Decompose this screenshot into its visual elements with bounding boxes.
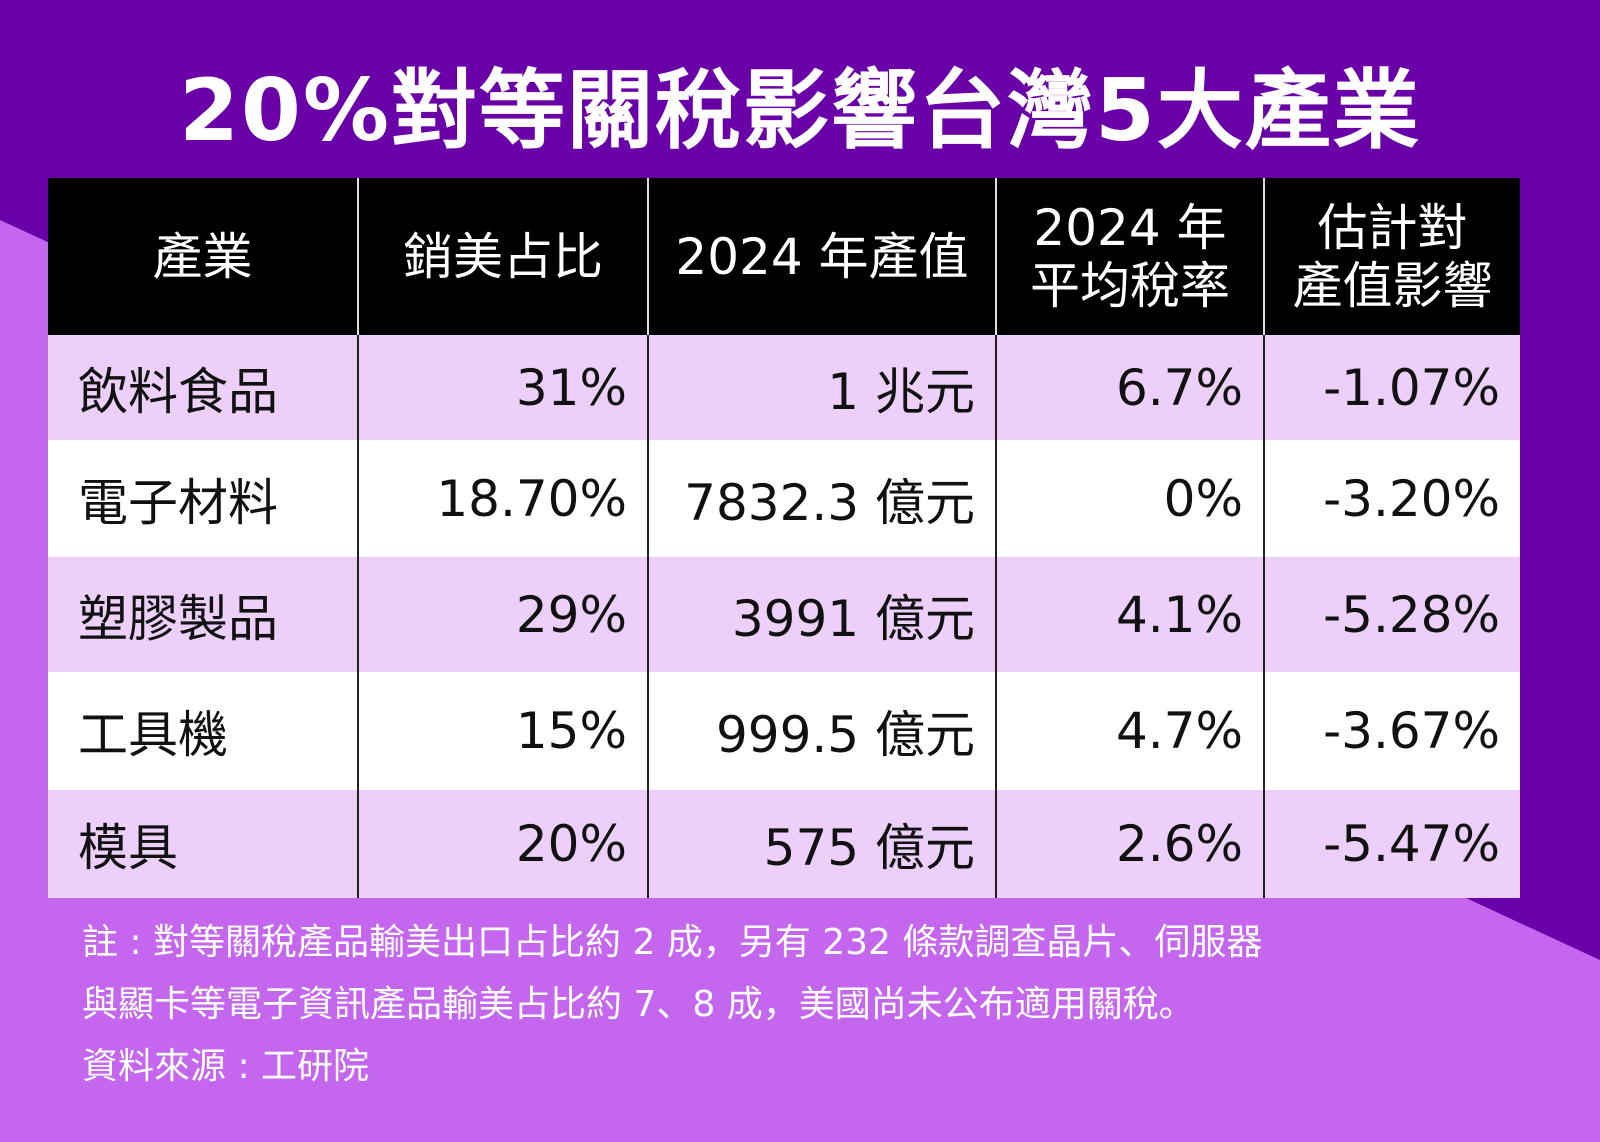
value-cell: -3.20% bbox=[1263, 440, 1520, 557]
column-header: 2024 年產值 bbox=[647, 178, 996, 335]
column-header: 2024 年平均稅率 bbox=[995, 178, 1264, 335]
value-cell: 6.7% bbox=[995, 335, 1264, 440]
value-cell: 31% bbox=[357, 335, 648, 440]
industry-cell: 飲料食品 bbox=[48, 335, 358, 440]
source-line: 資料來源 : 工研院 bbox=[82, 1046, 370, 1087]
value-cell: 18.70% bbox=[357, 440, 648, 557]
value-cell: 999.5 億元 bbox=[647, 672, 996, 790]
value-cell: 15% bbox=[357, 672, 648, 790]
industry-cell: 塑膠製品 bbox=[48, 557, 358, 672]
note-line: 與顯卡等電子資訊產品輸美占比約 7、8 成，美國尚未公布適用關稅。 bbox=[82, 984, 1195, 1025]
value-cell: 20% bbox=[357, 790, 648, 898]
table-row: 工具機 15% 999.5 億元 4.7% -3.67% bbox=[48, 672, 1520, 790]
note-line: 註 : 對等關稅產品輸美出口占比約 2 成，另有 232 條款調查晶片、伺服器 bbox=[82, 922, 1263, 963]
value-cell: 2.6% bbox=[995, 790, 1264, 898]
value-cell: 0% bbox=[995, 440, 1264, 557]
table-header: 產業 銷美占比 2024 年產值 2024 年平均稅率 估計對 產值影響 bbox=[48, 178, 1520, 335]
industry-cell: 工具機 bbox=[48, 672, 358, 790]
table-row: 塑膠製品 29% 3991 億元 4.1% -5.28% bbox=[48, 557, 1520, 672]
page-title: 20%對等關稅影響台灣5大產業 bbox=[179, 61, 1421, 161]
industry-cell: 模具 bbox=[48, 790, 358, 898]
table-row: 電子材料 18.70% 7832.3 億元 0% -3.20% bbox=[48, 440, 1520, 557]
value-cell: -3.67% bbox=[1263, 672, 1520, 790]
value-cell: 4.7% bbox=[995, 672, 1264, 790]
value-cell: -5.28% bbox=[1263, 557, 1520, 672]
data-table: 產業 銷美占比 2024 年產值 2024 年平均稅率 估計對 產值影響 飲料食品 31% 1… bbox=[48, 178, 1520, 898]
footnote: 註 : 對等關稅產品輸美出口占比約 2 成，另有 232 條款調查晶片、伺服器 … bbox=[82, 912, 1562, 1098]
value-cell: -5.47% bbox=[1263, 790, 1520, 898]
value-cell: 7832.3 億元 bbox=[647, 440, 996, 557]
column-header: 銷美占比 bbox=[357, 178, 648, 335]
industry-cell: 電子材料 bbox=[48, 440, 358, 557]
value-cell: 575 億元 bbox=[647, 790, 996, 898]
table-row: 飲料食品 31% 1 兆元 6.7% -1.07% bbox=[48, 335, 1520, 440]
column-header: 估計對 產值影響 bbox=[1263, 178, 1520, 335]
value-cell: 3991 億元 bbox=[647, 557, 996, 672]
table-row: 模具 20% 575 億元 2.6% -5.47% bbox=[48, 790, 1520, 898]
value-cell: 29% bbox=[357, 557, 648, 672]
value-cell: -1.07% bbox=[1263, 335, 1520, 440]
value-cell: 1 兆元 bbox=[647, 335, 996, 440]
column-header: 產業 bbox=[48, 178, 358, 335]
value-cell: 4.1% bbox=[995, 557, 1264, 672]
